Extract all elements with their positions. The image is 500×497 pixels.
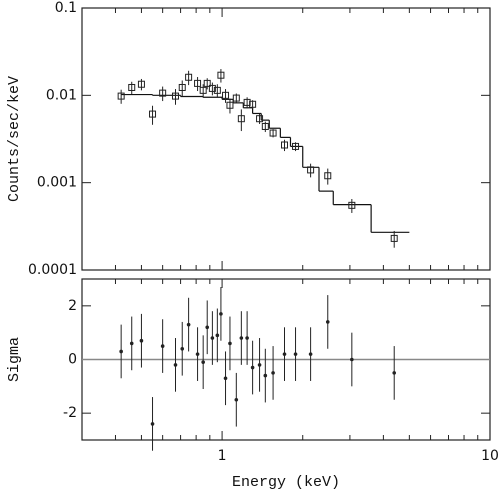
data-point (117, 92, 125, 100)
x-tick-label: 10 (481, 448, 499, 464)
data-point (159, 89, 167, 97)
x-tick-label: 1 (218, 448, 227, 464)
data-point (205, 325, 210, 330)
data-point (263, 373, 268, 378)
data-point (201, 360, 205, 364)
data-point (139, 338, 144, 343)
data-point (195, 352, 200, 356)
data-point (199, 86, 207, 94)
data-point (150, 422, 155, 426)
data-point (210, 336, 215, 340)
data-point (194, 79, 202, 87)
y-axis-label: Sigma (6, 337, 23, 382)
data-point (234, 397, 239, 402)
data-point (390, 234, 398, 242)
data-point (217, 71, 225, 79)
data-point (293, 352, 298, 356)
data-point (137, 80, 145, 88)
data-point (228, 341, 232, 346)
y-tick-label: -2 (63, 405, 77, 421)
y-tick-label: 0 (68, 352, 77, 368)
data-point (173, 363, 178, 367)
data-point (171, 92, 179, 100)
data-point (245, 336, 249, 340)
data-point (232, 94, 240, 102)
data-point (128, 83, 136, 91)
data-point (213, 86, 221, 94)
data-point (281, 141, 289, 149)
data-point (160, 344, 165, 348)
data-point (222, 91, 230, 99)
data-point (292, 142, 300, 150)
data-point (180, 346, 185, 351)
data-point (250, 365, 255, 370)
data-point (223, 376, 228, 381)
plot-frame (81, 7, 491, 271)
data-point (219, 312, 223, 316)
data-point (348, 201, 356, 209)
data-point (215, 333, 220, 338)
data-point (350, 357, 354, 362)
data-point (203, 79, 211, 87)
y-tick-label: 0.1 (55, 0, 77, 16)
data-point (249, 100, 257, 108)
data-point (282, 352, 287, 356)
data-point (119, 349, 123, 354)
data-point (257, 363, 262, 367)
data-point (271, 371, 275, 375)
data-point (308, 352, 313, 356)
x-axis-label: Energy (keV) (232, 474, 340, 491)
data-point (324, 172, 332, 180)
data-point (129, 341, 134, 346)
data-point (269, 129, 277, 137)
data-point (226, 101, 234, 109)
data-point (256, 115, 264, 123)
data-point (185, 73, 193, 81)
data-point (149, 110, 157, 118)
y-tick-label: 0.01 (46, 87, 77, 103)
y-tick-label: 2 (68, 298, 77, 314)
y-tick-label: 0.0001 (28, 262, 77, 278)
data-point (239, 336, 244, 340)
data-point (243, 98, 251, 106)
data-point (186, 322, 191, 327)
data-point (307, 166, 315, 174)
data-point (237, 115, 245, 123)
data-point (392, 371, 397, 375)
data-point (208, 84, 216, 92)
y-tick-label: 0.001 (37, 175, 77, 191)
data-point (178, 83, 186, 91)
data-point (261, 122, 269, 130)
y-axis-label: Counts/sec/keV (6, 76, 23, 202)
data-point (325, 320, 330, 324)
